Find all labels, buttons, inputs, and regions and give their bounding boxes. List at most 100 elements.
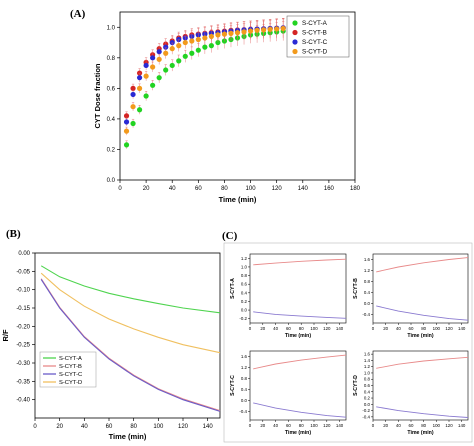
panel-c-s-cyt-c-ytick-label: 1.2 — [241, 365, 248, 370]
panel-c-s-cyt-c-xtick-label: 60 — [286, 423, 291, 428]
panel-c-s-cyt-b-xtick-label: 120 — [445, 326, 453, 331]
panel-c-s-cyt-a-upper-line — [253, 258, 347, 266]
panel-b-xtick-label: 120 — [178, 424, 189, 430]
panel-c-s-cyt-a-xtick-label: 0 — [249, 326, 252, 331]
panel-c-s-cyt-a-xtick-label: 40 — [273, 326, 278, 331]
panel-b-xtick-label: 20 — [56, 424, 63, 430]
panel-b-frame — [34, 252, 221, 419]
panel-c-s-cyt-d-xtick-label: 60 — [409, 423, 414, 428]
panel-b-line-s-cyt-a — [40, 265, 221, 314]
panel-c-s-cyt-b-ytick-label: 0.8 — [364, 279, 371, 284]
panel-a-point-s-cyt-d — [274, 26, 280, 32]
panel-a-legend-label: S-CYT-B — [302, 30, 327, 37]
panel-c-s-cyt-a-ytick-label: 1.0 — [241, 264, 248, 269]
panel-c-s-cyt-d-ytick-label: 1.6 — [364, 352, 371, 357]
panel-a-xlabel: Time (min) — [219, 195, 257, 204]
panel-c-s-cyt-d-xtick-label: 100 — [433, 423, 441, 428]
panel-a-point-s-cyt-b — [123, 113, 130, 119]
panel-c-s-cyt-b-ytick-label: 1.2 — [364, 268, 371, 273]
panel-a-xtick-label: 0 — [118, 186, 122, 192]
panel-c-s-cyt-a-xtick-label: 100 — [310, 326, 318, 331]
panel-c-s-cyt-b-xlabel: Time (min) — [407, 333, 433, 339]
panel-b-xtick-label: 140 — [203, 424, 214, 430]
panel-a-ytick-label: 0.8 — [107, 56, 116, 62]
panel-a-point-s-cyt-d — [163, 50, 169, 56]
panel-a-point-s-cyt-a — [189, 50, 195, 56]
panel-c-s-cyt-c-ytick-label: 1.6 — [241, 354, 248, 359]
panel-c-s-cyt-c-xtick-label: 0 — [249, 423, 252, 428]
panel-c-s-cyt-d-ytick-label: 1.2 — [364, 364, 371, 369]
panel-b-ytick-label: 0.00 — [18, 251, 30, 257]
panel-a-ytick-label: 0.4 — [107, 117, 116, 123]
panel-c-s-cyt-b-frame — [372, 253, 469, 324]
panel-a-point-s-cyt-d — [280, 25, 286, 32]
panel-c-s-cyt-c-xtick-label: 120 — [323, 423, 331, 428]
panel-c-s-cyt-b-lower-line — [376, 305, 469, 321]
panel-b-legend-label: S-CYT-B — [59, 364, 82, 370]
panel-a-legend-marker — [292, 29, 298, 36]
panel-c-s-cyt-d-ytick-label: 1.4 — [364, 358, 371, 363]
panel-a-point-s-cyt-d — [136, 85, 143, 91]
panel-c-s-cyt-c-upper-line — [253, 354, 347, 370]
panel-b-line-s-cyt-d — [40, 272, 221, 354]
panel-c-s-cyt-c-xtick-label: 40 — [273, 423, 278, 428]
panel-a-point-s-cyt-d — [176, 43, 182, 49]
panel-c-s-cyt-b-ytick-label: 0.4 — [364, 290, 371, 295]
panel-b-plot-area — [40, 265, 221, 412]
panel-a-legend-label: S-CYT-D — [302, 49, 328, 56]
panel-a-point-s-cyt-a — [143, 93, 149, 99]
panel-a-xtick-label: 80 — [221, 186, 228, 192]
panel-a-point-s-cyt-d — [254, 27, 260, 33]
panel-a-legend-marker — [292, 48, 298, 55]
panel-c-s-cyt-d-xtick-label: 20 — [383, 423, 388, 428]
panel-a-xtick-label: 40 — [169, 186, 176, 192]
panel-c-s-cyt-d-xtick-label: 120 — [445, 423, 453, 428]
panel-a-xtick-label: 180 — [350, 186, 361, 192]
panel-a-point-s-cyt-a — [163, 67, 169, 73]
panel-a-point-s-cyt-b — [130, 85, 136, 91]
panel-b-legend-label: S-CYT-D — [59, 380, 82, 386]
panel-c-s-cyt-d-ytick-label: 0.8 — [364, 377, 371, 382]
panel-c-s-cyt-c-ytick-label: 0.4 — [241, 387, 248, 392]
panel-c-s-cyt-d-xtick-label: 80 — [421, 423, 426, 428]
panel-a-point-s-cyt-a — [208, 43, 214, 49]
panel-a-point-s-cyt-d — [228, 30, 234, 36]
panel-a-ytick-label: 1.0 — [107, 25, 116, 31]
panel-c-s-cyt-b-ytick-label: 0.0 — [364, 301, 371, 306]
panel-c-s-cyt-d-ytick-label: 0.4 — [364, 389, 371, 394]
panel-c-s-cyt-d-xtick-label: 0 — [372, 423, 375, 428]
panel-c-s-cyt-b-xtick-label: 140 — [458, 326, 466, 331]
panel-c-s-cyt-a-lower-line — [253, 311, 347, 319]
panel-c-s-cyt-c-xtick-label: 140 — [336, 423, 344, 428]
panel-c-s-cyt-b-ytick-label: 1.6 — [364, 257, 371, 262]
panel-b-xtick-label: 60 — [106, 424, 113, 430]
panel-c-s-cyt-d-ytick-label: 0.6 — [364, 383, 371, 388]
panel-a-point-s-cyt-c — [163, 44, 169, 50]
panel-a-legend-marker — [292, 39, 298, 45]
panel-a-ytick-label: 0.6 — [107, 86, 116, 92]
panel-c-s-cyt-a-xtick-label: 20 — [260, 326, 265, 331]
panel-b-ytick-label: -0.30 — [16, 361, 30, 367]
panel-c-s-cyt-c-xlabel: Time (min) — [285, 430, 311, 436]
panel-c-s-cyt-c-ytick-label: 0.8 — [241, 376, 248, 381]
panel-a-point-s-cyt-d — [143, 73, 149, 79]
panel-b-ytick-label: -0.25 — [16, 343, 30, 349]
panel-a-frame — [119, 11, 356, 181]
panel-a-point-s-cyt-c — [123, 119, 130, 125]
panel-a-legend-marker — [292, 20, 298, 26]
panel-c-s-cyt-a-xtick-label: 120 — [323, 326, 331, 331]
panel-a-point-s-cyt-a — [156, 75, 162, 81]
panel-b-ytick-label: -0.35 — [16, 379, 30, 385]
panel-c-s-cyt-b-upper-line — [376, 257, 469, 273]
panel-c-s-cyt-a-ytick-label: 0.2 — [241, 299, 248, 304]
panel-c-s-cyt-a-frame — [249, 253, 347, 324]
panel-a-point-s-cyt-c — [156, 49, 162, 55]
panel-a-point-s-cyt-d — [150, 64, 156, 70]
panel-a-legend-label: S-CYT-C — [302, 39, 328, 46]
panel-a-xtick-label: 120 — [272, 186, 283, 192]
panel-b-legend-label: S-CYT-A — [59, 356, 82, 362]
panel-c-s-cyt-d-xlabel: Time (min) — [407, 430, 433, 436]
panel-c-s-cyt-d-xtick-label: 40 — [396, 423, 401, 428]
panel-c-s-cyt-b-xtick-label: 80 — [421, 326, 426, 331]
panel-c-s-cyt-c-ytick-label: -0.4 — [239, 409, 247, 414]
